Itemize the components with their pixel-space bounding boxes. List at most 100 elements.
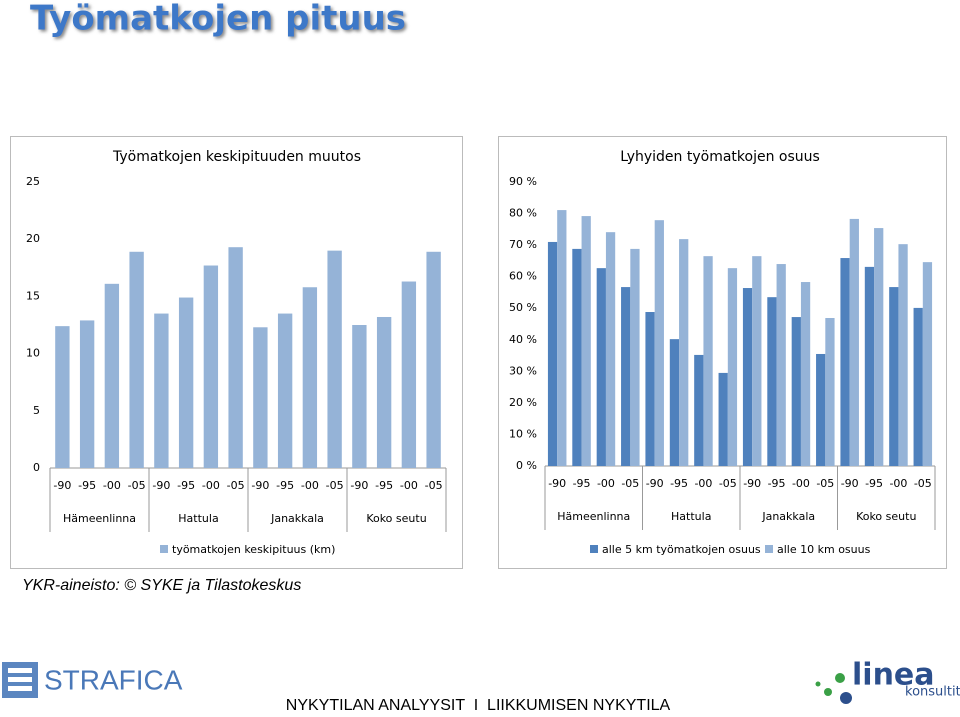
bar	[302, 287, 318, 468]
bar	[630, 248, 640, 466]
bar	[253, 327, 268, 468]
bar	[228, 247, 243, 468]
bar	[767, 297, 777, 466]
bar	[79, 320, 95, 468]
bar	[572, 248, 582, 466]
legend-swatch	[590, 545, 598, 553]
x-tick-label: -05	[425, 479, 443, 492]
bar	[277, 313, 293, 468]
bar	[922, 262, 933, 466]
bar	[752, 256, 762, 466]
bar	[645, 312, 655, 466]
bar	[816, 353, 826, 466]
chart-title: Lyhyiden työmatkojen osuus	[620, 149, 820, 165]
group-label: Janakkala	[270, 512, 324, 525]
bar	[581, 216, 591, 466]
x-tick-label: -95	[573, 477, 591, 490]
page-title: Työmatkojen pituus	[30, 0, 406, 39]
bar	[825, 318, 835, 466]
y-tick-label: 70 %	[509, 238, 537, 251]
x-tick-label: -95	[276, 479, 294, 492]
linea-logo: linea konsultit	[815, 658, 960, 704]
bar	[849, 218, 859, 466]
y-tick-label: 25	[26, 175, 40, 188]
strafica-logo: STRAFICA	[2, 662, 183, 698]
x-tick-label: -90	[743, 477, 761, 490]
x-tick-label: -90	[152, 479, 170, 492]
x-tick-label: -00	[597, 477, 615, 490]
x-tick-label: -90	[251, 479, 269, 492]
x-tick-label: -05	[227, 479, 245, 492]
logo-text: linea	[852, 658, 935, 693]
bar	[874, 228, 884, 466]
y-tick-label: 10	[26, 347, 40, 360]
y-tick-label: 40 %	[509, 333, 537, 346]
bar	[913, 307, 923, 466]
group-label: Koko seutu	[856, 510, 916, 523]
group-label: Hattula	[178, 512, 218, 525]
chart-title: Työmatkojen keskipituuden muutos	[112, 149, 361, 165]
x-tick-label: -95	[670, 477, 688, 490]
bar	[401, 281, 417, 468]
bar	[55, 326, 70, 468]
bar	[104, 283, 120, 468]
logo-subtext: konsultit	[905, 685, 960, 700]
x-tick-label: -05	[816, 477, 834, 490]
bar	[327, 250, 342, 468]
bar	[679, 239, 689, 466]
bar	[776, 264, 786, 466]
legend-label: työmatkojen keskipituus (km)	[172, 543, 335, 556]
x-tick-label: -00	[103, 479, 121, 492]
bar	[669, 339, 680, 466]
bar	[178, 297, 194, 468]
bar	[864, 266, 875, 466]
logo-text: STRAFICA	[44, 664, 183, 695]
group-label: Janakkala	[761, 510, 815, 523]
x-tick-label: -00	[694, 477, 712, 490]
x-tick-label: -90	[841, 477, 859, 490]
bar	[352, 325, 367, 468]
x-tick-label: -90	[646, 477, 664, 490]
bar	[889, 287, 899, 466]
group-label: Hämeenlinna	[63, 512, 136, 525]
y-tick-label: 30 %	[509, 364, 537, 377]
x-tick-label: -90	[350, 479, 368, 492]
y-tick-label: 0	[33, 461, 40, 474]
x-tick-label: -95	[768, 477, 786, 490]
bar	[727, 268, 738, 466]
y-tick-label: 10 %	[509, 427, 537, 440]
x-tick-label: -00	[301, 479, 319, 492]
bar	[621, 287, 631, 466]
legend-label: alle 5 km työmatkojen osuus	[602, 543, 761, 556]
group-label: Hattula	[671, 510, 711, 523]
group-label: Hämeenlinna	[557, 510, 630, 523]
source: YKR-aineisto: © SYKE ja Tilastokeskus	[22, 577, 301, 594]
x-tick-label: -05	[914, 477, 932, 490]
y-tick-label: 20	[26, 232, 40, 245]
legend-label: alle 10 km osuus	[777, 543, 871, 556]
bar	[547, 241, 558, 466]
y-tick-label: 50 %	[509, 301, 537, 314]
y-tick-label: 20 %	[509, 396, 537, 409]
bar	[800, 282, 811, 466]
x-tick-label: -00	[889, 477, 907, 490]
bar	[791, 317, 801, 466]
bar	[703, 256, 713, 466]
x-tick-label: -95	[78, 479, 96, 492]
x-tick-label: -00	[792, 477, 810, 490]
bar	[718, 372, 728, 466]
x-tick-label: -95	[865, 477, 883, 490]
y-tick-label: 60 %	[509, 270, 537, 283]
x-tick-label: -00	[400, 479, 418, 492]
bar	[840, 258, 850, 466]
bar	[742, 288, 753, 466]
group-label: Koko seutu	[366, 512, 426, 525]
x-tick-label: -05	[621, 477, 639, 490]
bar	[596, 268, 606, 466]
bar	[605, 232, 616, 466]
bar	[898, 244, 908, 466]
x-tick-label: -90	[548, 477, 566, 490]
legend-swatch	[765, 545, 773, 553]
x-tick-label: -95	[177, 479, 195, 492]
